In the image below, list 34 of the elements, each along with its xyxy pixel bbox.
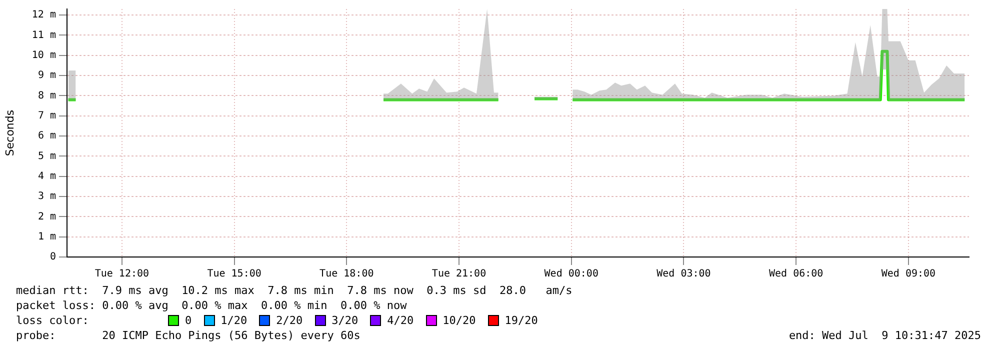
legend-label: 10/20 (442, 313, 476, 328)
y-tick-label: 3 m (38, 191, 56, 202)
text: packet loss: 0.00 % avg 0.00 % max 0.00 % min 0.00 % now (16, 299, 407, 312)
x-tick-label: Wed 09:00 (881, 268, 936, 280)
legend-label: 0 (185, 313, 192, 328)
legend-label: 19/20 (504, 313, 538, 328)
y-tick-label: 8 m (38, 90, 56, 102)
x-tick-label: Tue 18:00 (320, 268, 374, 280)
y-tick-label: 0 (50, 252, 56, 263)
y-tick-label: 7 m (38, 110, 56, 122)
x-tick-label: Tue 21:00 (432, 268, 486, 280)
legend-label: 3/20 (332, 313, 358, 328)
y-tick-label: 10 m (32, 50, 56, 61)
x-tick-label: Wed 00:00 (544, 268, 598, 280)
y-tick-label: 4 m (38, 170, 56, 182)
y-tick-label: 6 m (38, 130, 56, 142)
y-axis-title: Seconds (3, 110, 16, 156)
x-tick-label: Wed 03:00 (656, 268, 711, 280)
legend-label: 4/20 (387, 313, 414, 328)
text: probe: 20 ICMP Echo Pings (56 Bytes) every 60s (16, 329, 360, 342)
text: median rtt: 7.9 ms avg 10.2 ms max 7.8 ms min 7.8 ms now 0.3 ms sd 28.0 am/s (16, 284, 572, 297)
x-tick-label: Wed 06:00 (768, 268, 824, 280)
legend-title: loss color: (16, 313, 90, 328)
legend-label: 1/20 (220, 313, 248, 328)
y-tick-label: 1 m (38, 231, 56, 242)
x-tick-label: Tue 12:00 (94, 268, 150, 280)
y-tick-label: 2 m (38, 211, 56, 222)
legend-label: 2/20 (276, 313, 303, 328)
y-tick-label: 12 m (32, 10, 56, 21)
text: end: Wed Jul 9 10:31:47 2025 (788, 329, 981, 342)
x-tick-label: Tue 15:00 (207, 268, 262, 280)
y-tick-label: 5 m (38, 150, 56, 162)
y-tick-label: 11 m (32, 30, 56, 41)
y-tick-label: 9 m (38, 70, 56, 82)
